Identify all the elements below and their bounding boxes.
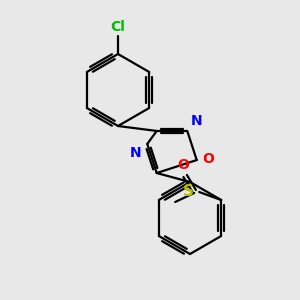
Text: O: O xyxy=(177,158,189,172)
Text: O: O xyxy=(203,152,214,166)
Text: N: N xyxy=(130,146,141,160)
Text: S: S xyxy=(183,184,194,199)
Text: N: N xyxy=(190,114,202,128)
Text: Cl: Cl xyxy=(111,20,125,34)
